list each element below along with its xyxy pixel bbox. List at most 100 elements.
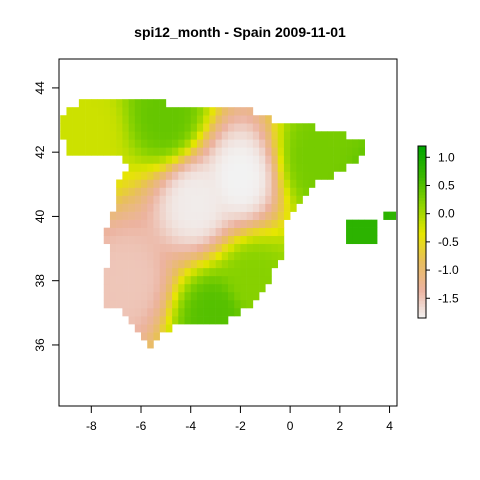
heatmap-cell [228, 243, 235, 253]
heatmap-cell [178, 291, 185, 301]
heatmap-cell [103, 275, 111, 285]
heatmap-cell [109, 299, 117, 309]
heatmap-cell [147, 147, 154, 156]
heatmap-cell [159, 291, 167, 301]
heatmap-cell [259, 283, 266, 293]
heatmap-cell [209, 195, 216, 204]
colorbar-swatch [418, 191, 426, 196]
heatmap-cell [128, 308, 136, 317]
heatmap-cell [109, 147, 117, 156]
heatmap-cell [215, 163, 223, 172]
heatmap-cell [234, 179, 241, 188]
heatmap-cell [228, 187, 235, 196]
heatmap-cell [196, 283, 204, 293]
heatmap-cell [209, 235, 216, 245]
heatmap-cell [209, 259, 216, 269]
heatmap-cell [109, 139, 117, 148]
heatmap-cell [178, 155, 185, 164]
heatmap-cell [165, 275, 173, 285]
heatmap-cell [184, 299, 192, 309]
heatmap-cell [159, 267, 167, 277]
colorbar-swatch [418, 206, 426, 210]
heatmap-cell [196, 123, 204, 132]
heatmap-cell [364, 219, 372, 228]
heatmap-cell [103, 299, 111, 309]
heatmap-cell [178, 235, 185, 245]
colorbar-swatch [418, 148, 426, 153]
heatmap-cell [215, 171, 223, 180]
heatmap-cell [265, 267, 272, 277]
heatmap-cell [308, 139, 316, 148]
heatmap-cell [172, 243, 179, 253]
heatmap-cell [283, 171, 291, 180]
heatmap-cell [296, 131, 303, 140]
heatmap-cell [134, 283, 142, 293]
heatmap-cell [364, 227, 372, 237]
heatmap-cell [190, 131, 198, 140]
heatmap-cell [265, 179, 272, 188]
heatmap-cell [85, 107, 92, 116]
heatmap-cell [128, 195, 136, 204]
heatmap-cell [141, 235, 148, 245]
heatmap-cell [134, 187, 142, 196]
heatmap-cell [196, 299, 204, 309]
heatmap-cell [128, 163, 136, 172]
heatmap-cell [277, 219, 285, 228]
heatmap-cell [246, 283, 254, 293]
heatmap-cell [228, 195, 235, 204]
heatmap-cell [147, 251, 154, 261]
colorbar-swatch [418, 223, 426, 227]
heatmap-cell [252, 203, 260, 212]
heatmap-cell [209, 163, 216, 172]
heatmap-cell [296, 171, 303, 180]
heatmap-cell [153, 107, 160, 116]
heatmap-cell [116, 219, 123, 228]
heatmap-cell [283, 163, 291, 172]
heatmap-cell [190, 243, 198, 253]
heatmap-cell [141, 275, 148, 285]
heatmap-cell [240, 163, 247, 172]
heatmap-cell [184, 147, 192, 156]
heatmap-cell [128, 131, 136, 140]
heatmap-cell [178, 115, 185, 124]
heatmap-cell [153, 147, 160, 156]
heatmap-cell [259, 203, 266, 212]
colorbar-swatch [418, 229, 426, 233]
heatmap-cell [215, 123, 223, 132]
heatmap-cell [128, 259, 136, 269]
heatmap-cell [203, 316, 210, 325]
heatmap-cell [321, 147, 328, 156]
heatmap-cell [215, 179, 223, 188]
heatmap-cell [203, 211, 210, 220]
heatmap-cell [184, 243, 192, 253]
heatmap-cell [240, 235, 247, 245]
colorbar-swatch [418, 214, 426, 219]
heatmap-cell [159, 275, 167, 285]
heatmap-cell [196, 211, 204, 220]
heatmap-cell [209, 115, 216, 124]
heatmap-cell [178, 227, 185, 237]
heatmap-cell [252, 211, 260, 220]
heatmap-cell [352, 219, 359, 228]
heatmap-cell [339, 139, 347, 148]
heatmap-cell [234, 131, 241, 140]
heatmap-cell [234, 267, 241, 277]
heatmap-cell [134, 324, 142, 333]
heatmap-cell [116, 203, 123, 212]
heatmap-cell [277, 123, 285, 132]
heatmap-cell [153, 203, 160, 212]
heatmap-cell [352, 147, 359, 156]
heatmap-cell [91, 139, 98, 148]
heatmap-cell [128, 267, 136, 277]
heatmap-cell [91, 147, 98, 156]
heatmap-cell [184, 275, 192, 285]
heatmap-cell [103, 291, 111, 301]
heatmap-cell [196, 275, 204, 285]
heatmap-cell [122, 267, 129, 277]
heatmap-cell [78, 147, 86, 156]
heatmap-cell [178, 147, 185, 156]
heatmap-cell [246, 275, 254, 285]
heatmap-cell [203, 139, 210, 148]
heatmap-cell [221, 187, 229, 196]
heatmap-cell [265, 275, 272, 285]
